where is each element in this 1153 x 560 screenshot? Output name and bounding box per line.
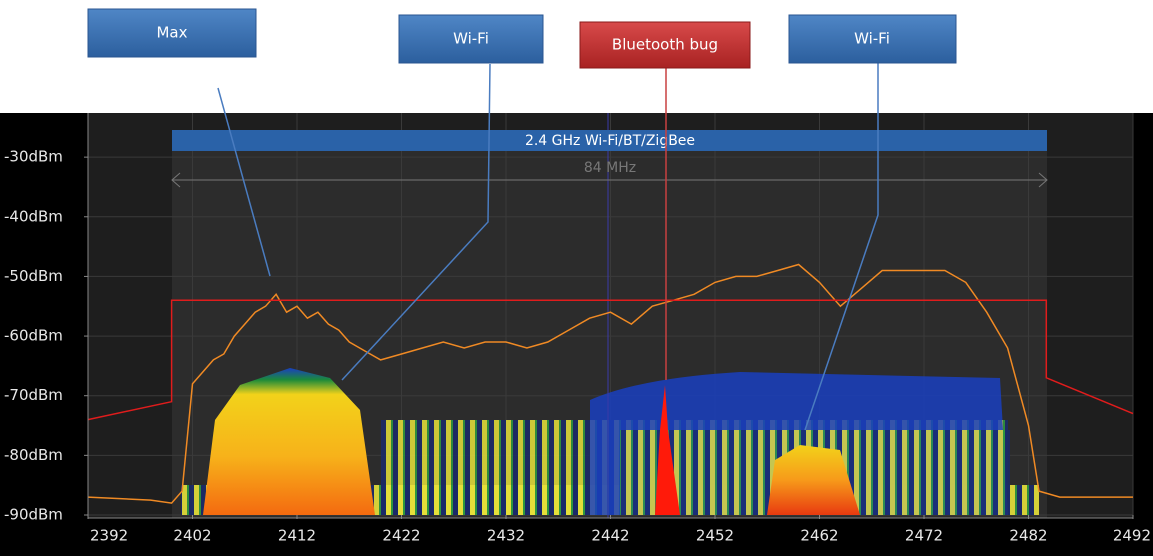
x-tick-label: 2392 [90, 527, 128, 545]
callout-arrow [804, 63, 879, 431]
y-tick-label: -90dBm [4, 506, 63, 524]
x-tick-label: 2492 [1113, 527, 1151, 545]
density-bt-bug [655, 385, 680, 515]
density-wifi [767, 445, 860, 515]
x-tick-label: 2422 [382, 527, 420, 545]
callout-text: Max [156, 24, 187, 42]
x-tick-label: 2472 [905, 527, 943, 545]
x-tick-label: 2452 [696, 527, 734, 545]
callout-text: Wi-Fi [453, 30, 489, 48]
band-label: 2.4 GHz Wi-Fi/BT/ZigBee [525, 133, 695, 149]
callout-box [579, 21, 751, 69]
x-tick-label: 2442 [591, 527, 629, 545]
callout-box [87, 8, 257, 58]
y-tick-label: -70dBm [4, 386, 63, 404]
x-tick-label: 2432 [487, 527, 525, 545]
x-tick-label: 2412 [278, 527, 316, 545]
y-tick-label: -80dBm [4, 446, 63, 464]
trace [87, 263, 1133, 504]
y-tick-label: -60dBm [4, 327, 63, 345]
y-tick-label: -30dBm [4, 148, 63, 166]
callout-text: Bluetooth bug [612, 36, 718, 54]
span-arrowheads [171, 172, 1048, 188]
band-header [172, 130, 1047, 151]
callout-arrow [341, 63, 491, 381]
y-tick-label: -40dBm [4, 207, 63, 225]
density-wifi [203, 368, 375, 515]
x-tick-label: 2482 [1009, 527, 1047, 545]
span-label: 84 MHz [584, 160, 636, 176]
callout-box [398, 14, 544, 64]
y-tick-label: -50dBm [4, 267, 63, 285]
callout-arrow [217, 87, 271, 277]
trace [87, 299, 1134, 421]
x-tick-label: 2462 [800, 527, 838, 545]
callout-text: Wi-Fi [854, 30, 890, 48]
callout-box [788, 14, 957, 64]
x-tick-label: 2402 [173, 527, 211, 545]
